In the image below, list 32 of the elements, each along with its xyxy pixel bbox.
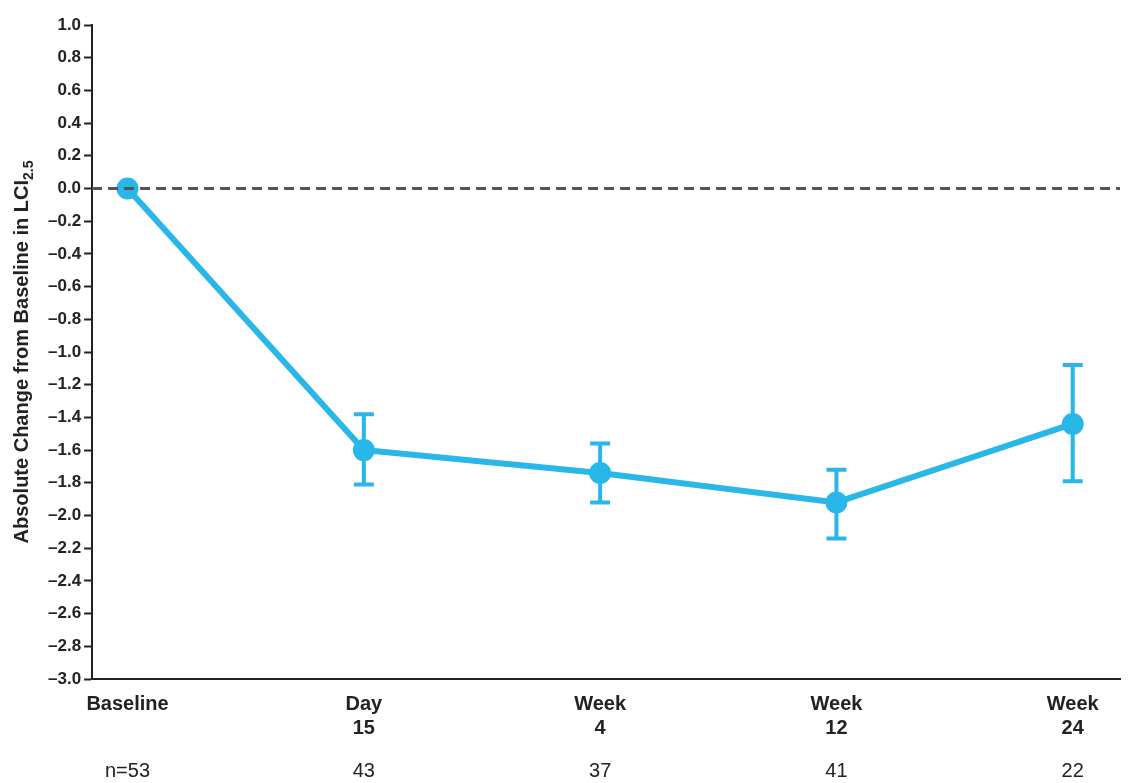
y-tick-label: –0.6 [47, 276, 82, 296]
y-tick-label: –2.4 [47, 570, 82, 590]
y-tick-label: –2.8 [47, 635, 82, 655]
y-tick-label: –2.2 [47, 537, 82, 557]
x-tick-label: Baseline [86, 691, 169, 714]
x-tick-label: Week 12 [810, 691, 864, 738]
y-tick-label: 0.8 [57, 47, 82, 67]
y-tick-label: –1.8 [47, 472, 82, 492]
y-axis-title: Absolute Change from Baseline in LCI2.5 [9, 160, 36, 544]
text: 43 [352, 758, 375, 781]
y-tick-label: –1.4 [47, 407, 82, 427]
y-tick-label: 0.2 [57, 145, 82, 165]
y-tick-label: 0.4 [57, 112, 82, 132]
x-tick-label: Week 4 [574, 691, 627, 738]
y-tick-label: –2.0 [47, 505, 82, 525]
y-tick-label: –0.8 [47, 308, 82, 328]
y-tick-label: –3.0 [47, 668, 82, 688]
y-tick-label: –1.0 [47, 341, 82, 361]
x-tick-label: Day 15 [345, 691, 384, 738]
y-tick-label: 1.0 [57, 14, 82, 34]
x-tick-label: Week 24 [1046, 691, 1100, 738]
y-tick-label: 0.6 [57, 80, 82, 100]
text: 22 [1061, 758, 1084, 781]
text: 41 [825, 758, 848, 781]
y-tick-label: 0.0 [57, 178, 82, 198]
y-tick-label: –1.2 [47, 374, 82, 394]
y-tick-label: –1.6 [47, 439, 82, 459]
text: n=53 [105, 758, 151, 781]
y-tick-label: –0.4 [47, 243, 82, 263]
y-tick-label: –0.2 [47, 210, 82, 230]
text: 37 [589, 758, 612, 781]
y-tick-label: –2.6 [47, 603, 82, 623]
